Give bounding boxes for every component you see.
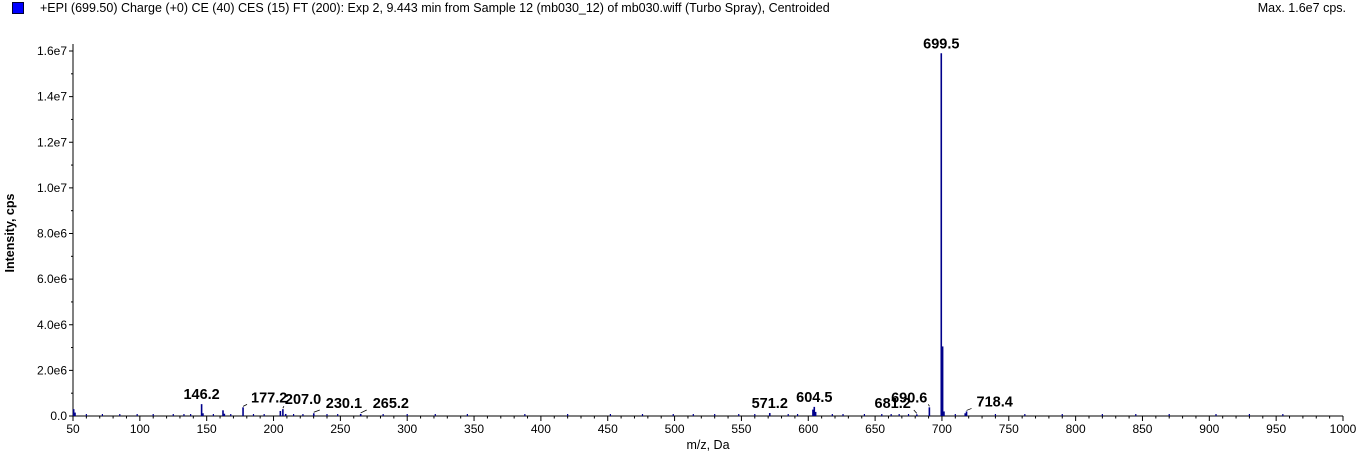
x-tick-label: 850 xyxy=(1132,422,1152,436)
peak-label-leader xyxy=(242,403,248,407)
x-tick-label: 900 xyxy=(1199,422,1219,436)
peak-label-leader xyxy=(966,408,972,411)
peak-label: 207.0 xyxy=(285,392,321,408)
x-axis-ticks: 50 100 150 200 250 300 350 400 450 500 550 600 650 70… xyxy=(66,416,1357,436)
x-tick-label: 350 xyxy=(464,422,484,436)
x-tick-label: 450 xyxy=(598,422,618,436)
chart-axes xyxy=(72,44,1343,417)
x-tick-label: 800 xyxy=(1066,422,1086,436)
x-tick-label: 400 xyxy=(531,422,551,436)
y-tick-label: 8.0e6 xyxy=(37,227,67,241)
x-tick-label: 750 xyxy=(999,422,1019,436)
x-tick-label: 200 xyxy=(264,422,284,436)
y-tick-label: 2.0e6 xyxy=(37,363,67,377)
peak-label: 265.2 xyxy=(373,396,409,412)
max-intensity-label: Max. 1.6e7 cps. xyxy=(1257,1,1346,15)
peak-label-leader xyxy=(913,409,918,414)
peak-label-leader xyxy=(313,409,320,413)
peak-label: 571.2 xyxy=(752,396,788,412)
y-axis-ticks: 0.0 2.0e6 4.0e6 6.0e6 8.0e6 1.0e7 1.2e7 1.4e7 1.… xyxy=(37,44,73,423)
peak-label: 177.2 xyxy=(251,390,287,406)
spectrum-title: +EPI (699.50) Charge (+0) CE (40) CES (1… xyxy=(40,1,830,15)
peak-label: 230.1 xyxy=(326,396,362,412)
peak-label-leader xyxy=(282,405,285,409)
peak-label: 690.6 xyxy=(891,390,927,406)
legend-color-swatch[interactable] xyxy=(12,2,24,14)
spectrum-header: +EPI (699.50) Charge (+0) CE (40) CES (1… xyxy=(0,0,1360,18)
x-tick-label: 650 xyxy=(865,422,885,436)
peak-label: 146.2 xyxy=(183,387,219,403)
peak-label-leader xyxy=(928,404,930,407)
x-tick-label: 700 xyxy=(932,422,952,436)
peak-label: 604.5 xyxy=(796,390,832,406)
y-tick-label: 1.0e7 xyxy=(37,181,67,195)
x-axis-title: m/z, Da xyxy=(686,438,729,452)
x-tick-label: 50 xyxy=(66,422,80,436)
peak-label: 699.5 xyxy=(923,36,959,52)
peak-label: 718.4 xyxy=(977,394,1013,410)
x-tick-label: 500 xyxy=(665,422,685,436)
x-tick-label: 250 xyxy=(330,422,350,436)
spectrum-peaks xyxy=(72,53,1284,416)
y-tick-label: 6.0e6 xyxy=(37,272,67,286)
x-tick-label: 950 xyxy=(1266,422,1286,436)
y-axis-title: Intensity, cps xyxy=(3,193,17,272)
x-tick-label: 1000 xyxy=(1330,422,1357,436)
x-tick-label: 550 xyxy=(731,422,751,436)
peak-label: 681.2 xyxy=(875,396,911,412)
x-tick-label: 150 xyxy=(197,422,217,436)
peak-label-leader xyxy=(360,409,367,414)
x-tick-label: 300 xyxy=(397,422,417,436)
x-tick-label: 600 xyxy=(798,422,818,436)
y-tick-label: 0.0 xyxy=(50,409,67,423)
x-tick-label: 100 xyxy=(130,422,150,436)
x-axis-minor-ticks xyxy=(85,416,1331,419)
y-tick-label: 4.0e6 xyxy=(37,318,67,332)
y-tick-label: 1.4e7 xyxy=(37,90,67,104)
y-tick-label: 1.6e7 xyxy=(37,44,67,58)
y-tick-label: 1.2e7 xyxy=(37,135,67,149)
